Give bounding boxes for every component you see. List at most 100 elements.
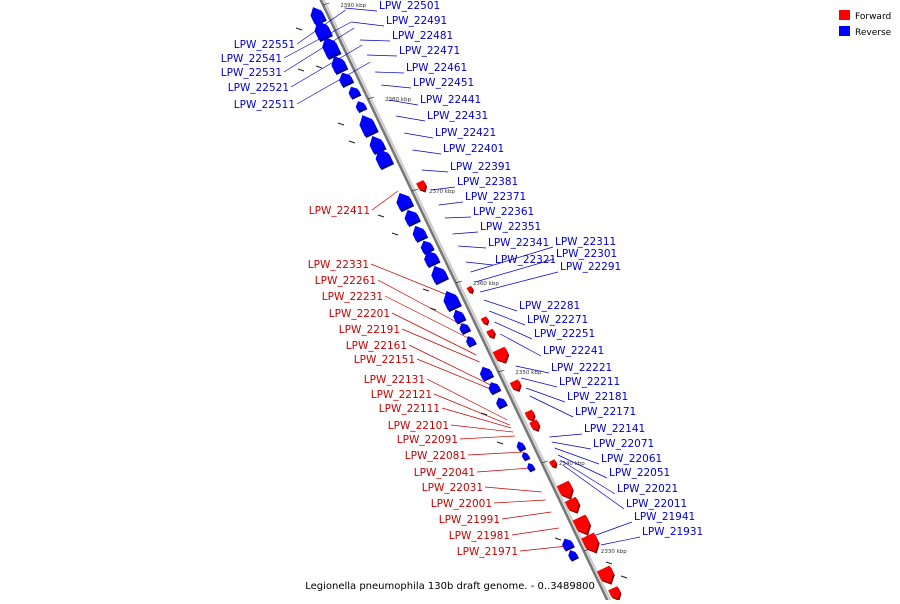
- axis-tick-label: 2370 kbp: [429, 189, 455, 195]
- reverse-gene-leader: [431, 186, 456, 191]
- reverse-gene: [348, 86, 360, 98]
- axis-tick-label: 2380 kbp: [385, 97, 411, 103]
- forward-gene-label: LPW_21991: [439, 514, 500, 526]
- reverse-gene-label: LPW_21941: [634, 511, 695, 523]
- reverse-gene-label: LPW_22321: [495, 254, 556, 266]
- legend-forward-swatch: [839, 10, 850, 20]
- reverse-gene-leader: [344, 7, 378, 12]
- reverse-gene: [331, 55, 347, 74]
- reverse-gene-leader: [283, 21, 352, 59]
- reverse-gene: [424, 250, 440, 267]
- legend-reverse-label: Reverse: [855, 28, 892, 38]
- reverse-gene-label: LPW_22351: [480, 221, 541, 233]
- minor-gene-mark: [297, 68, 305, 72]
- minor-gene-mark: [422, 288, 430, 292]
- reverse-gene-label: LPW_22251: [534, 328, 595, 340]
- reverse-gene: [453, 309, 466, 323]
- legend: Forward Reverse: [839, 10, 892, 38]
- minor-gene-mark: [620, 575, 628, 579]
- reverse-gene-leader: [483, 299, 518, 312]
- reverse-gene: [412, 225, 427, 242]
- reverse-gene-label: LPW_22011: [626, 498, 687, 510]
- reverse-gene-label: LPW_22271: [527, 314, 588, 326]
- reverse-gene-leader: [557, 454, 608, 479]
- axis-tick: [411, 188, 419, 192]
- reverse-gene-leader: [375, 71, 405, 74]
- reverse-gene-label: LPW_22421: [435, 127, 496, 139]
- forward-gene: [572, 514, 590, 534]
- minor-gene-mark: [337, 122, 345, 126]
- forward-gene-leader: [476, 467, 531, 473]
- reverse-gene-leader: [562, 464, 625, 510]
- forward-gene: [480, 316, 488, 324]
- reverse-gene-leader: [381, 84, 412, 89]
- forward-gene-leader: [467, 451, 523, 456]
- reverse-gene-label: LPW_22061: [601, 453, 662, 465]
- reverse-gene: [355, 101, 366, 112]
- axis-tick: [541, 460, 548, 464]
- forward-gene-label: LPW_22131: [364, 374, 425, 386]
- reverse-gene-label: LPW_22531: [221, 67, 282, 79]
- axis-tick: [455, 280, 462, 284]
- forward-gene-leader: [484, 486, 542, 493]
- reverse-gene-leader: [500, 333, 542, 357]
- forward-gene-label: LPW_21981: [449, 530, 510, 542]
- minor-gene-mark: [377, 214, 385, 218]
- forward-gene: [524, 409, 535, 421]
- reverse-gene-leader: [283, 27, 355, 73]
- legend-forward-label: Forward: [855, 12, 891, 22]
- reverse-gene-leader: [529, 395, 574, 418]
- tick-layer: 2390 kbp 2380 kbp 2370 kbp 2360 kbp 2350 kbp…: [323, 2, 627, 555]
- reverse-gene-leader: [600, 536, 641, 546]
- gene-layer: [295, 7, 628, 601]
- forward-gene-label: LPW_22001: [431, 498, 492, 510]
- forward-gene: [556, 480, 573, 498]
- reverse-gene-leader: [438, 201, 464, 206]
- forward-gene-label: LPW_22161: [346, 340, 407, 352]
- reverse-gene-leader: [596, 521, 633, 536]
- reverse-gene-leader: [296, 61, 371, 105]
- forward-gene-leader: [501, 511, 552, 520]
- minor-gene-mark: [429, 307, 437, 311]
- forward-gene-leader: [391, 312, 477, 356]
- forward-gene-label: LPW_22031: [422, 482, 483, 494]
- reverse-gene-leader: [412, 149, 442, 155]
- forward-gene-leader: [459, 435, 515, 440]
- reverse-gene-label: LPW_22311: [555, 236, 616, 248]
- forward-gene-label: LPW_22121: [371, 389, 432, 401]
- reverse-gene-label: LPW_22541: [221, 53, 282, 65]
- reverse-gene-leader: [396, 115, 426, 122]
- forward-gene-label: LPW_22331: [308, 259, 369, 271]
- reverse-gene-leader: [475, 258, 555, 283]
- forward-gene: [529, 419, 539, 431]
- reverse-gene-leader: [554, 447, 600, 465]
- reverse-gene-label: LPW_22141: [584, 423, 645, 435]
- axis-tick-label: 2350 kbp: [515, 370, 541, 376]
- forward-gene-label: LPW_22091: [397, 434, 458, 446]
- reverse-gene-leader: [489, 310, 526, 326]
- forward-gene-label: LPW_22101: [388, 420, 449, 432]
- forward-gene-leader: [377, 279, 463, 326]
- minor-gene-mark: [496, 441, 504, 445]
- reverse-gene: [404, 209, 420, 226]
- reverse-gene: [479, 366, 493, 380]
- reverse-gene-label: LPW_22521: [228, 82, 289, 94]
- reverse-gene-label: LPW_22381: [457, 176, 518, 188]
- reverse-gene-leader: [515, 365, 550, 374]
- minor-gene-mark: [605, 561, 613, 565]
- reverse-gene-label: LPW_22511: [234, 99, 295, 111]
- reverse-gene-leader: [359, 39, 391, 42]
- reverse-gene-leader: [421, 169, 449, 173]
- forward-gene: [596, 565, 614, 583]
- reverse-gene-label: LPW_22491: [386, 15, 447, 27]
- forward-gene: [581, 532, 599, 552]
- minor-gene-mark: [348, 140, 356, 144]
- minor-gene-mark: [295, 27, 303, 31]
- minor-gene-mark: [315, 65, 323, 69]
- reverse-gene-leader: [525, 387, 566, 403]
- axis-tick: [367, 96, 375, 100]
- reverse-gene-label: LPW_22211: [559, 376, 620, 388]
- reverse-gene: [496, 397, 507, 408]
- reverse-gene-label: LPW_22401: [443, 143, 504, 155]
